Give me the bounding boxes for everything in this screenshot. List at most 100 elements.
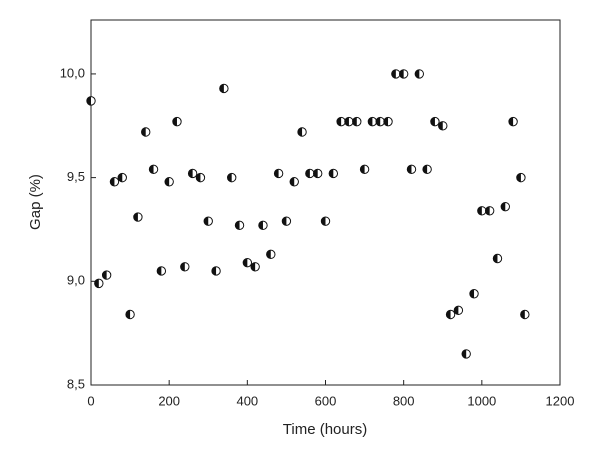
point-half: [250, 262, 256, 271]
point-half: [149, 165, 154, 174]
point: [156, 266, 167, 276]
point: [86, 96, 96, 106]
point: [211, 266, 221, 276]
point-half: [274, 169, 279, 178]
point: [520, 309, 530, 320]
y-tick-label: 10,0: [60, 65, 85, 80]
point-half: [219, 84, 224, 93]
point-half: [352, 117, 357, 126]
point-half: [415, 69, 420, 79]
point-half: [110, 177, 115, 186]
point-half: [188, 169, 193, 178]
point: [227, 172, 237, 183]
point: [422, 164, 432, 175]
x-tick-label: 0: [87, 393, 94, 408]
point: [297, 127, 307, 137]
point-half: [391, 69, 396, 79]
point: [180, 262, 190, 272]
point: [516, 172, 526, 183]
point-half: [313, 169, 318, 178]
point-half: [118, 173, 123, 182]
point: [164, 177, 174, 187]
y-tick-label: 9,5: [67, 169, 85, 184]
point: [320, 216, 331, 226]
point-half: [305, 169, 310, 178]
point-half: [258, 221, 263, 230]
point-half: [368, 117, 373, 126]
x-tick-label: 600: [315, 393, 337, 408]
x-tick-label: 1200: [546, 393, 575, 408]
point: [469, 289, 479, 299]
point: [101, 270, 112, 280]
point-half: [266, 250, 271, 259]
point: [453, 305, 464, 316]
point-half: [516, 173, 521, 182]
point: [125, 309, 135, 320]
point-half: [180, 262, 185, 271]
point: [148, 164, 159, 175]
point: [508, 116, 518, 127]
point-half: [376, 117, 381, 126]
point-half: [282, 216, 287, 226]
y-tick-label: 9,0: [67, 273, 85, 288]
point: [438, 121, 448, 131]
point: [242, 257, 253, 268]
point: [461, 349, 471, 359]
point-half: [297, 127, 303, 137]
point-half: [196, 173, 201, 182]
point-half: [485, 206, 490, 215]
point: [414, 69, 424, 79]
point-half: [520, 310, 525, 319]
point: [234, 220, 245, 231]
point-half: [344, 117, 349, 126]
point-half: [454, 306, 459, 315]
point: [375, 116, 385, 127]
point: [273, 168, 284, 179]
point: [492, 253, 503, 264]
point: [250, 262, 260, 272]
point: [312, 168, 323, 179]
point: [391, 69, 401, 79]
point-half: [469, 289, 475, 298]
point: [328, 168, 339, 179]
plot-frame: [90, 19, 561, 386]
point: [484, 206, 495, 216]
point: [187, 168, 198, 179]
point-half: [290, 177, 295, 186]
point: [477, 206, 487, 216]
point: [258, 220, 268, 231]
x-tick-label: 200: [158, 393, 180, 408]
point: [445, 309, 456, 320]
point: [203, 216, 213, 226]
point-half: [141, 127, 146, 137]
point-half: [508, 117, 514, 126]
point-half: [360, 165, 365, 174]
point: [117, 172, 127, 183]
x-tick-label: 400: [236, 393, 258, 408]
point: [289, 177, 299, 187]
point-half: [321, 216, 326, 226]
point-half: [501, 202, 506, 211]
point-half: [157, 266, 162, 276]
point-half: [94, 279, 99, 288]
point-half: [407, 165, 412, 174]
point-half: [125, 310, 131, 319]
point-half: [336, 117, 342, 126]
point-half: [235, 221, 240, 230]
point-half: [383, 117, 389, 126]
point: [281, 216, 292, 226]
point: [141, 127, 151, 137]
point-half: [211, 266, 217, 276]
point-half: [86, 96, 91, 106]
point: [352, 116, 362, 127]
point-half: [430, 117, 435, 126]
point: [406, 164, 417, 175]
point-half: [462, 349, 467, 359]
point: [430, 116, 440, 127]
point-half: [172, 117, 177, 126]
y-tick-label: 8,5: [67, 376, 85, 391]
point-half: [493, 254, 498, 263]
point: [398, 69, 409, 79]
point: [383, 116, 393, 127]
